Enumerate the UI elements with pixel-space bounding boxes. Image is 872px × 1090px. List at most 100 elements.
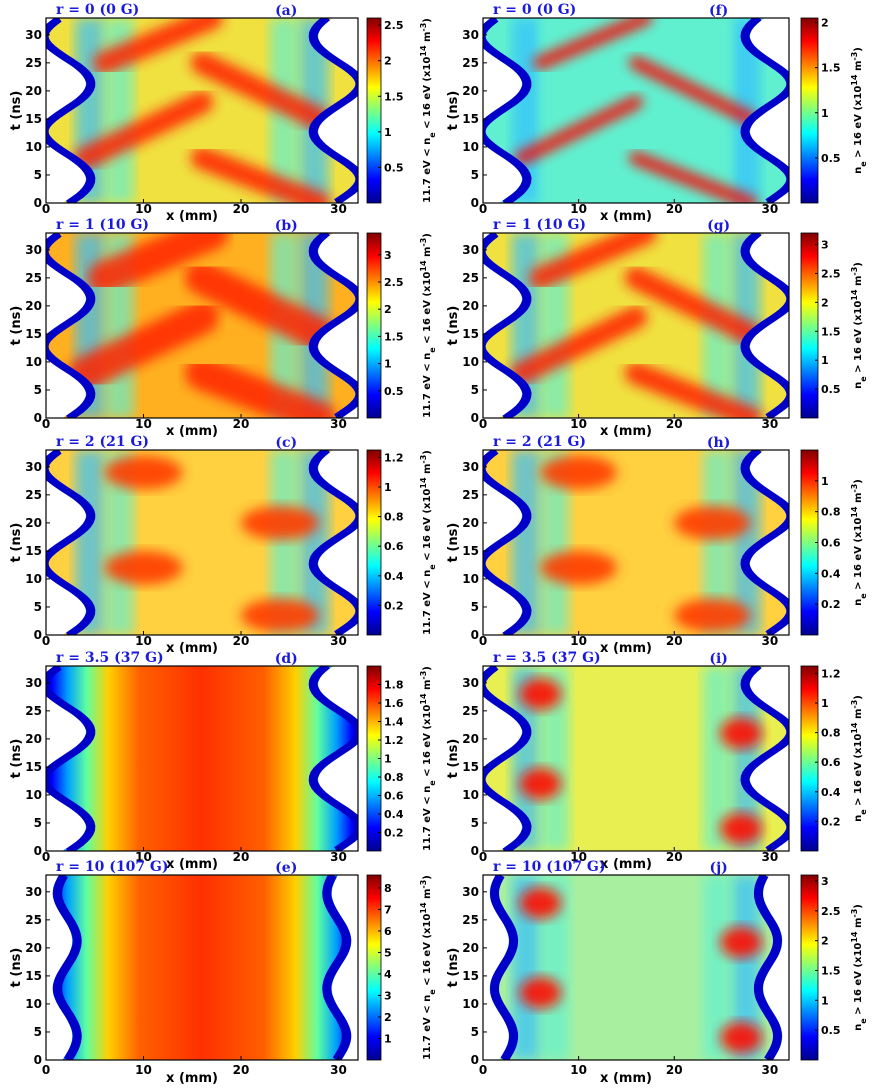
y-tick-label: 15 xyxy=(462,327,479,341)
axes-frame xyxy=(482,449,790,636)
colorbar-tick-label: 1.5 xyxy=(821,964,841,977)
y-tick-label: 15 xyxy=(462,969,479,983)
colorbar-tick-label: 2 xyxy=(384,303,392,316)
colorbar-tick-label: 0.5 xyxy=(384,161,404,174)
colorbar-tick-label: 0.2 xyxy=(384,599,404,612)
density-band xyxy=(190,146,331,203)
sheath-left xyxy=(489,875,519,1060)
y-tick-label: 20 xyxy=(462,84,479,98)
x-axis-label: x (mm) xyxy=(600,641,652,656)
colorbar-label: ne > 16 eV (x1014 m-3) xyxy=(850,695,868,822)
heatmap-e xyxy=(46,875,358,1060)
y-tick-label: 5 xyxy=(34,600,42,614)
heatmap-field xyxy=(46,875,358,1060)
x-tick-label: 30 xyxy=(330,634,347,648)
empty-region-right xyxy=(318,18,358,203)
y-tick-label: 5 xyxy=(34,168,42,182)
heatmap-field xyxy=(46,666,358,851)
y-tick-label: 30 xyxy=(462,460,479,474)
colorbar-tick-label: 1 xyxy=(384,481,392,494)
y-tick-label: 15 xyxy=(462,760,479,774)
panel-label: (g) xyxy=(707,218,730,234)
density-blob xyxy=(104,550,183,585)
colorbar-tick-label: 0.5 xyxy=(821,152,841,165)
y-tick-label: 30 xyxy=(462,243,479,257)
density-blob xyxy=(720,812,763,845)
heatmap-c xyxy=(46,450,358,635)
y-tick-label: 5 xyxy=(34,816,42,830)
x-tick-label: 0 xyxy=(479,417,487,431)
y-axis-label: t (ns) xyxy=(9,306,24,346)
y-tick-label: 20 xyxy=(462,299,479,313)
x-axis-label: x (mm) xyxy=(166,857,218,872)
y-axis-label: t (ns) xyxy=(9,948,24,988)
y-tick-label: 10 xyxy=(462,140,479,154)
x-axis-label: x (mm) xyxy=(600,424,652,439)
y-tick-label: 20 xyxy=(462,732,479,746)
colorbar-label: ne > 16 eV (x1014 m-3) xyxy=(850,262,868,389)
y-tick-label: 0 xyxy=(34,1053,42,1067)
colorbar-tick-label: 1 xyxy=(384,126,392,139)
panel-title: r = 0 (0 G) xyxy=(493,2,576,18)
x-tick-label: 20 xyxy=(233,202,250,216)
empty-region-left xyxy=(483,233,522,418)
x-tick-label: 0 xyxy=(42,417,50,431)
y-axis-label: t (ns) xyxy=(446,306,461,346)
x-axis-label: x (mm) xyxy=(600,1071,652,1086)
y-tick-label: 0 xyxy=(34,196,42,210)
y-tick-label: 5 xyxy=(471,600,479,614)
density-blob xyxy=(720,926,763,958)
y-tick-label: 0 xyxy=(34,844,42,858)
x-tick-label: 20 xyxy=(666,850,683,864)
y-tick-label: 15 xyxy=(462,544,479,558)
colorbar-tick-label: 0.4 xyxy=(821,567,841,580)
y-tick-label: 20 xyxy=(25,732,42,746)
colorbar-tick-label: 1 xyxy=(821,697,829,710)
y-tick-label: 20 xyxy=(462,941,479,955)
x-tick-label: 10 xyxy=(135,850,152,864)
colorbar-tick-label: 2.5 xyxy=(821,905,841,918)
y-tick-label: 15 xyxy=(462,112,479,126)
y-tick-label: 5 xyxy=(471,1025,479,1039)
colorbar-tick-label: 1 xyxy=(821,994,829,1007)
colorbar-tick-label: 1 xyxy=(821,107,829,120)
density-band xyxy=(628,55,758,126)
colorbar xyxy=(800,874,819,1061)
empty-region-left xyxy=(46,450,86,635)
sheath-left xyxy=(483,18,532,203)
panel-g: x (mm) t (ns) r = 1 (10 G) (g) ne > 16 eV (x… xyxy=(446,217,868,439)
density-band xyxy=(628,151,758,203)
x-tick-label: 20 xyxy=(233,417,250,431)
panel-title: r = 1 (10 G) xyxy=(56,217,149,233)
y-tick-label: 20 xyxy=(25,84,42,98)
colorbar-tick-label: 0.2 xyxy=(821,598,841,611)
density-blob xyxy=(519,768,562,800)
colorbar-tick-label: 3 xyxy=(821,239,829,252)
colorbar-label: 11.7 eV < ne < 16 eV (x1014 m-3) xyxy=(419,666,437,851)
y-tick-label: 25 xyxy=(462,704,479,718)
axes-frame xyxy=(45,874,359,1061)
y-tick-label: 15 xyxy=(25,544,42,558)
x-axis-label: x (mm) xyxy=(600,857,652,872)
heatmap-b xyxy=(46,233,358,418)
colorbar-tick-label: 0.2 xyxy=(384,827,404,840)
heatmap-d xyxy=(46,666,358,851)
colorbar xyxy=(366,874,382,1061)
x-tick-label: 0 xyxy=(479,202,487,216)
panel-h: x (mm) t (ns) r = 2 (21 G) (h) ne > 16 eV (x… xyxy=(446,434,868,656)
axes-frame xyxy=(482,17,790,204)
empty-region-right xyxy=(750,233,789,418)
colorbar-label: 11.7 eV < ne < 16 eV (x1014 m-3) xyxy=(419,450,437,635)
colorbar-tick-label: 0.5 xyxy=(821,1024,841,1037)
sheath-left xyxy=(483,450,532,635)
y-tick-label: 15 xyxy=(25,327,42,341)
colorbar-tick-label: 0.5 xyxy=(384,385,404,398)
y-tick-label: 25 xyxy=(462,271,479,285)
heatmap-g xyxy=(483,233,789,418)
panel-label: (i) xyxy=(709,651,728,667)
colorbar-label: 11.7 eV < ne < 16 eV (x1014 m-3) xyxy=(419,875,437,1060)
empty-region-left xyxy=(46,875,73,1060)
panel-f: x (mm) t (ns) r = 0 (0 G) (f) ne > 16 eV (x1… xyxy=(446,2,868,224)
x-tick-label: 30 xyxy=(762,202,779,216)
colorbar-tick-label: 1.5 xyxy=(821,62,841,75)
